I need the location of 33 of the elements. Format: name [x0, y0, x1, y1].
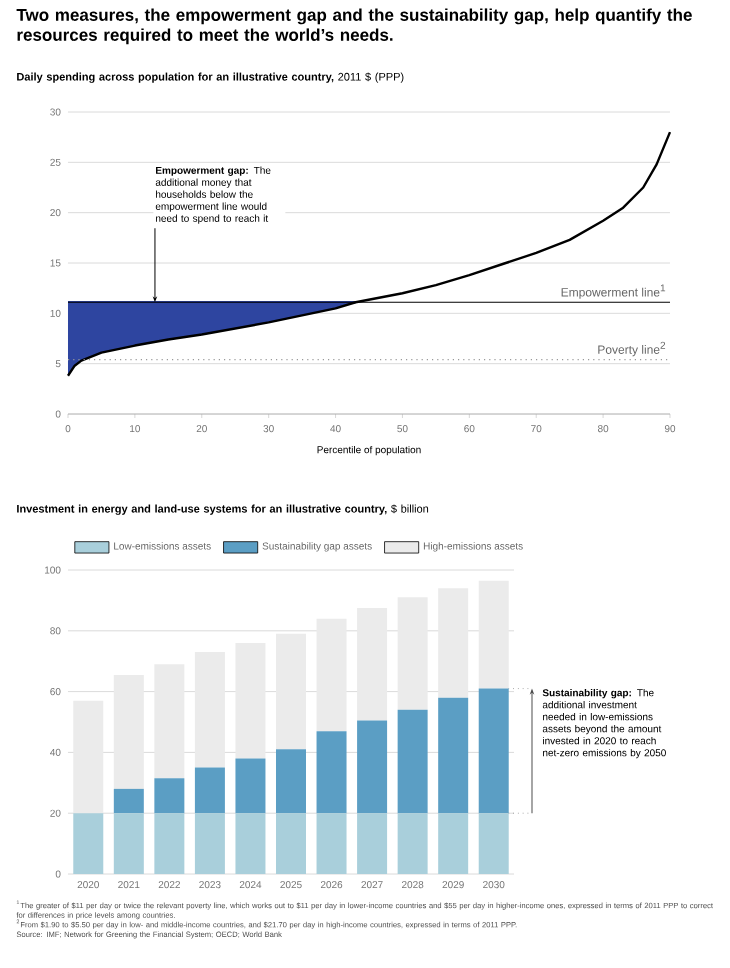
bar [154, 778, 185, 814]
bar [478, 580, 509, 689]
bar [397, 709, 428, 814]
bar [276, 749, 306, 814]
bar [113, 813, 144, 875]
bar [194, 652, 225, 768]
bar [154, 813, 185, 875]
bar [113, 788, 144, 814]
bar [194, 767, 225, 814]
bar [438, 697, 469, 814]
bar [397, 597, 428, 710]
bar [276, 813, 306, 875]
bar [478, 813, 509, 875]
bar [478, 688, 509, 814]
bar [113, 674, 144, 789]
bar [316, 731, 347, 814]
bar [397, 813, 428, 875]
bar [357, 720, 388, 814]
chart-title: Two measures, the empowerment gap and the sustainability gap, help quantify the resources required to meet the world’s needs. [16, 8, 692, 45]
bar [357, 813, 388, 875]
bar [438, 588, 469, 698]
bar [235, 642, 266, 759]
bar [154, 664, 185, 779]
bar [194, 813, 225, 875]
bar [235, 813, 266, 875]
bar [235, 758, 266, 814]
bar [438, 813, 469, 875]
bar [276, 633, 306, 750]
bar [357, 608, 388, 721]
bar [316, 618, 347, 732]
bar [316, 813, 347, 875]
bar [73, 700, 104, 814]
bar [73, 813, 104, 875]
